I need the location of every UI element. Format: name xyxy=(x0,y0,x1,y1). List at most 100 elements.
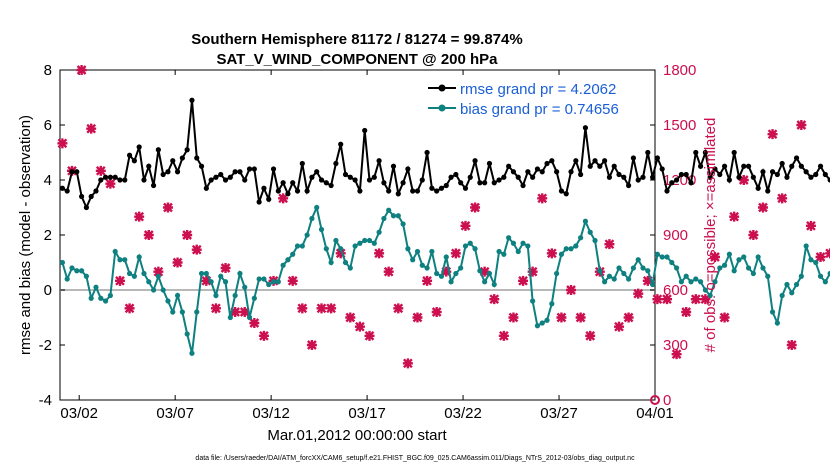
bias-point xyxy=(789,290,795,296)
obs-point xyxy=(623,312,634,323)
obs-point xyxy=(57,138,68,149)
obs-point xyxy=(345,312,356,323)
rmse-point xyxy=(462,185,469,191)
bias-point xyxy=(227,314,233,321)
bias-point xyxy=(491,281,497,288)
y-tick-label: 6 xyxy=(44,117,52,134)
x-tick-label: 03/07 xyxy=(156,405,194,422)
rmse-point xyxy=(414,188,421,194)
rmse-point xyxy=(381,180,387,186)
bias-point xyxy=(769,309,776,315)
bias-point xyxy=(563,246,569,252)
bias-point xyxy=(750,270,756,277)
rmse-point xyxy=(83,204,89,211)
rmse-point xyxy=(342,171,349,178)
bias-point xyxy=(462,243,469,249)
obs-point xyxy=(249,318,260,328)
bias-point xyxy=(88,295,94,301)
rmse-point xyxy=(606,174,613,180)
y-tick-label: 2 xyxy=(44,227,52,244)
bias-point xyxy=(731,268,737,274)
bias-point xyxy=(501,251,507,257)
obs-point xyxy=(815,252,826,262)
bias-point xyxy=(453,270,459,277)
obs-point xyxy=(182,230,193,240)
obs-point xyxy=(297,303,308,314)
rmse-point xyxy=(299,160,305,167)
rmse-point xyxy=(712,166,718,172)
bias-point xyxy=(251,295,257,301)
bias-point xyxy=(808,257,814,263)
rmse-series xyxy=(59,97,830,211)
obs-point xyxy=(412,312,423,323)
bias-point xyxy=(131,273,137,279)
bias-point xyxy=(304,232,310,238)
obs-point xyxy=(786,340,797,350)
obs-point xyxy=(748,230,759,240)
rmse-point xyxy=(280,180,286,186)
rmse-point xyxy=(266,196,272,202)
bias-point xyxy=(712,279,718,285)
rmse-point xyxy=(256,199,262,205)
bias-point xyxy=(352,243,358,249)
obs-point xyxy=(86,123,97,134)
rmse-point xyxy=(673,177,680,183)
rmse-point xyxy=(376,158,382,164)
bias-point xyxy=(520,240,526,246)
rmse-point xyxy=(395,191,401,197)
obs-point xyxy=(652,294,663,305)
rmse-point xyxy=(501,174,507,180)
rmse-point xyxy=(592,158,598,164)
bias-point xyxy=(602,279,608,285)
rmse-point xyxy=(544,160,550,167)
bias-point xyxy=(774,320,780,326)
rmse-point xyxy=(467,174,473,180)
bias-point xyxy=(179,309,185,315)
rmse-point xyxy=(179,155,185,161)
obs-point xyxy=(258,330,269,341)
rmse-point xyxy=(697,163,704,169)
rmse-point xyxy=(270,166,277,172)
rmse-point xyxy=(736,174,742,180)
y2-tick-label: 300 xyxy=(663,337,688,354)
rmse-point xyxy=(198,163,205,169)
obs-point xyxy=(441,266,452,277)
rmse-point xyxy=(683,171,689,178)
rmse-point xyxy=(765,188,771,194)
rmse-point xyxy=(107,174,113,180)
bias-point xyxy=(338,246,344,252)
bias-point xyxy=(150,287,157,293)
bias-point xyxy=(275,279,281,285)
obs-point xyxy=(114,275,125,286)
obs-point xyxy=(95,165,106,176)
rmse-point xyxy=(290,180,296,186)
bias-point xyxy=(98,295,104,301)
bias-point xyxy=(165,298,171,304)
obs-point xyxy=(383,266,394,277)
obs-point xyxy=(767,129,778,140)
bias-point xyxy=(582,218,589,224)
bias-point xyxy=(693,276,699,282)
obs-point xyxy=(143,230,154,240)
rmse-point xyxy=(155,147,161,153)
footnote: data file: /Users/raeder/DAI/ATM_forcXX/… xyxy=(195,455,635,462)
obs-point xyxy=(700,294,711,305)
bias-point xyxy=(184,331,190,337)
bias-point xyxy=(246,314,253,321)
rmse-point xyxy=(88,193,94,200)
rmse-point xyxy=(419,177,425,183)
rmse-point xyxy=(122,177,128,183)
obs-point xyxy=(489,294,500,305)
rmse-point xyxy=(165,169,171,175)
obs-point xyxy=(681,307,692,317)
bias-point xyxy=(126,270,133,277)
rmse-point xyxy=(203,185,209,191)
obs-point xyxy=(585,330,596,341)
bias-point xyxy=(309,215,315,222)
bias-point xyxy=(414,248,421,255)
rmse-point xyxy=(477,180,483,186)
legend-rmse-label: rmse grand pr = 4.2062 xyxy=(460,81,616,98)
chart-title-line-1: Southern Hemisphere 81172 / 81274 = 99.8… xyxy=(191,31,522,48)
rmse-point xyxy=(131,158,137,164)
bias-point xyxy=(654,251,660,257)
